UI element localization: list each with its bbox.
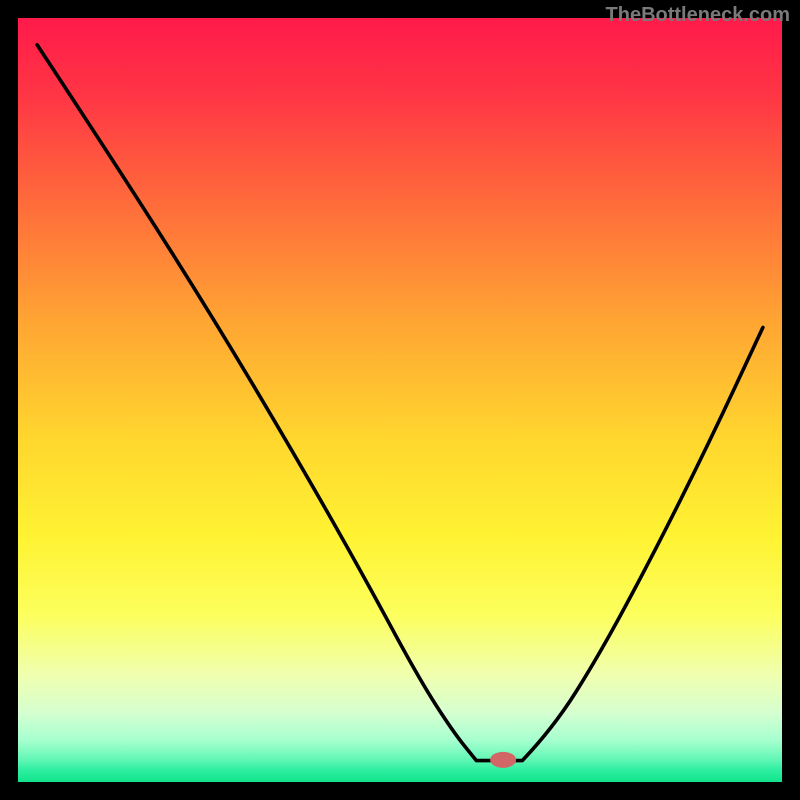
bottleneck-chart: TheBottleneck.com bbox=[0, 0, 800, 800]
chart-canvas bbox=[0, 0, 800, 800]
